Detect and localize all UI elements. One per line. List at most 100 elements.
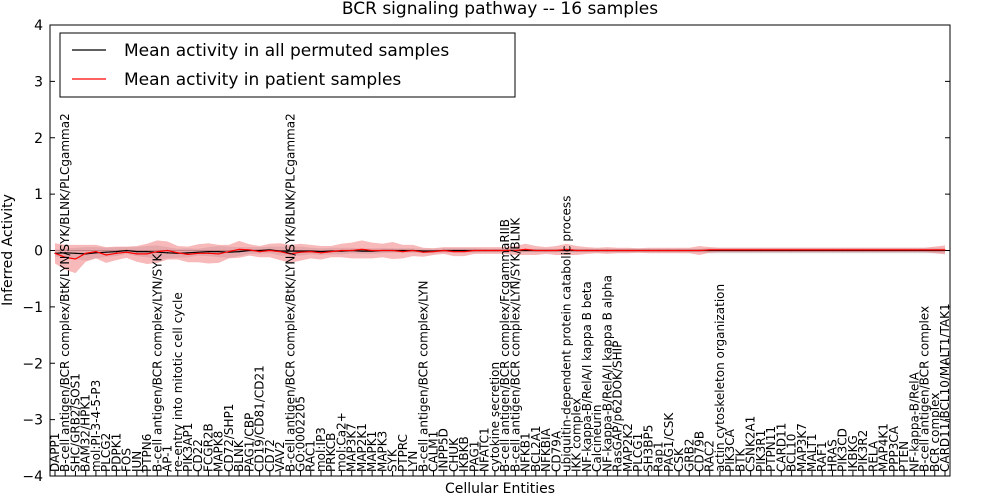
patient-data-point xyxy=(555,249,557,252)
x-tick-label: PLCG1 xyxy=(631,433,645,472)
x-tick-label: mol:Ca2+ xyxy=(334,412,348,472)
patient-data-point xyxy=(739,249,742,251)
patient-data-point xyxy=(310,251,312,253)
x-tick-label: B-cell antigen/BCR complex/LYN/SYK xyxy=(150,252,164,472)
x-tick-label: MAP2K1 xyxy=(355,423,369,472)
patient-data-point xyxy=(637,249,639,252)
patient-data-point xyxy=(269,249,271,252)
patient-data-point xyxy=(545,249,547,252)
x-tick-label: PTPN6 xyxy=(140,434,154,472)
x-tick-label: PIK3CA xyxy=(723,428,737,472)
axes-frame xyxy=(49,24,951,477)
patient-data-point xyxy=(913,249,915,251)
patient-data-point xyxy=(136,253,138,255)
patient-data-point xyxy=(289,253,291,255)
patient-data-point xyxy=(330,251,332,253)
patient-data-point xyxy=(187,253,189,256)
patient-data-point xyxy=(443,249,445,252)
patient-data-point xyxy=(351,249,353,252)
permuted-data-point xyxy=(187,252,189,254)
patient-data-point xyxy=(484,249,486,252)
patient-data-point xyxy=(678,249,680,252)
permuted-data-point xyxy=(299,250,302,252)
legend: Mean activity in all permuted samples Me… xyxy=(59,32,516,98)
permuted-data-point xyxy=(197,251,199,253)
patient-data-point xyxy=(923,249,926,251)
patient-data-point xyxy=(412,249,414,252)
patient-data-point xyxy=(750,249,752,251)
x-tick-label: B-cell antigen/BCR complex/LYN xyxy=(416,280,430,472)
x-tick-label: AP-1 xyxy=(161,445,175,472)
y-tick-label: −4 xyxy=(22,469,43,485)
patient-data-point xyxy=(801,249,803,251)
patient-data-point xyxy=(586,249,588,252)
permuted-data-point xyxy=(289,250,291,252)
patient-data-point xyxy=(279,251,281,253)
x-tick-label: IKBKB xyxy=(457,436,471,472)
x-tick-label: PAG1 xyxy=(467,441,481,472)
x-tick-label: NF-kappa-B/RelA/I kappa B beta xyxy=(580,281,594,472)
x-tick-label: RAC2 xyxy=(703,440,717,472)
permuted-data-point xyxy=(524,249,527,252)
chart-title: BCR signaling pathway -- 16 samples xyxy=(342,0,658,19)
patient-data-point xyxy=(821,249,823,251)
x-tick-label: mol:IP3 xyxy=(314,427,328,472)
patient-data-point xyxy=(473,249,476,252)
x-tick-label: NFKBIA xyxy=(539,427,553,472)
x-tick-label: PIK3R1 xyxy=(754,430,768,472)
y-tick-label: 1 xyxy=(34,187,43,203)
permuted-data-point xyxy=(258,249,261,252)
x-tick-label: CD22 xyxy=(191,439,205,472)
patient-data-point xyxy=(432,251,435,253)
patient-data-point xyxy=(238,248,240,250)
patient-data-point xyxy=(524,248,527,250)
x-tick-label: NFKB1 xyxy=(519,432,533,472)
legend-label-permuted: Mean activity in all permuted samples xyxy=(124,41,449,61)
patient-data-point xyxy=(811,249,813,251)
patient-data-point xyxy=(790,249,793,251)
x-tick-label: re-entry into mitotic cell cycle xyxy=(171,292,185,472)
patient-data-point xyxy=(218,253,220,255)
patient-data-point xyxy=(85,252,87,254)
x-tick-label: BCL10 xyxy=(785,434,799,472)
x-tick-label: BCL2A1 xyxy=(529,425,543,472)
y-tick-label: 2 xyxy=(34,131,43,147)
x-tick-label: PIK3R2 xyxy=(856,430,870,472)
patient-data-point xyxy=(719,249,721,251)
x-tick-label: actin cytoskeleton organization xyxy=(713,284,727,472)
patient-data-point xyxy=(627,249,629,252)
patient-data-point xyxy=(54,252,56,254)
x-tick-label: JUN xyxy=(130,451,144,473)
patient-data-point xyxy=(565,248,568,250)
legend-label-patient: Mean activity in patient samples xyxy=(124,70,401,90)
x-tick-label: PTPRC xyxy=(396,434,410,472)
patient-data-point xyxy=(504,249,506,252)
patient-data-point xyxy=(668,249,670,252)
patient-data-point xyxy=(893,249,895,251)
x-tick-label: VAV2 xyxy=(273,441,287,472)
x-tick-label: RAC1 xyxy=(304,440,318,472)
x-tick-label: PIK3AP1 xyxy=(181,423,195,472)
x-tick-label: RELA xyxy=(866,440,880,472)
patient-data-point xyxy=(647,249,649,252)
permuted-data-point xyxy=(402,249,404,252)
x-tick-label: B-cell antigen/BCR complex/LYN/SYK/BLNK xyxy=(508,217,522,472)
x-tick-label: BTK xyxy=(733,447,747,472)
x-tick-label: GO:0002205 xyxy=(294,396,308,472)
patient-data-point xyxy=(934,249,936,251)
patient-data-point xyxy=(903,249,905,251)
permuted-data-point xyxy=(146,251,148,253)
x-tick-label: MALT1 xyxy=(805,433,819,472)
permuted-data-point xyxy=(218,251,220,253)
y-tick-label: −3 xyxy=(22,413,43,429)
x-tick-label: PTPN11 xyxy=(764,426,778,472)
x-tick-label: CHUK xyxy=(447,437,461,472)
patient-data-point xyxy=(207,252,210,254)
x-tick-label: SH3BP5 xyxy=(641,425,655,472)
x-tick-label: NFATC1 xyxy=(478,427,492,472)
permuted-data-point xyxy=(95,252,97,254)
patient-data-point xyxy=(115,252,117,254)
permuted-data-point xyxy=(463,249,465,252)
patient-data-point xyxy=(709,249,711,251)
